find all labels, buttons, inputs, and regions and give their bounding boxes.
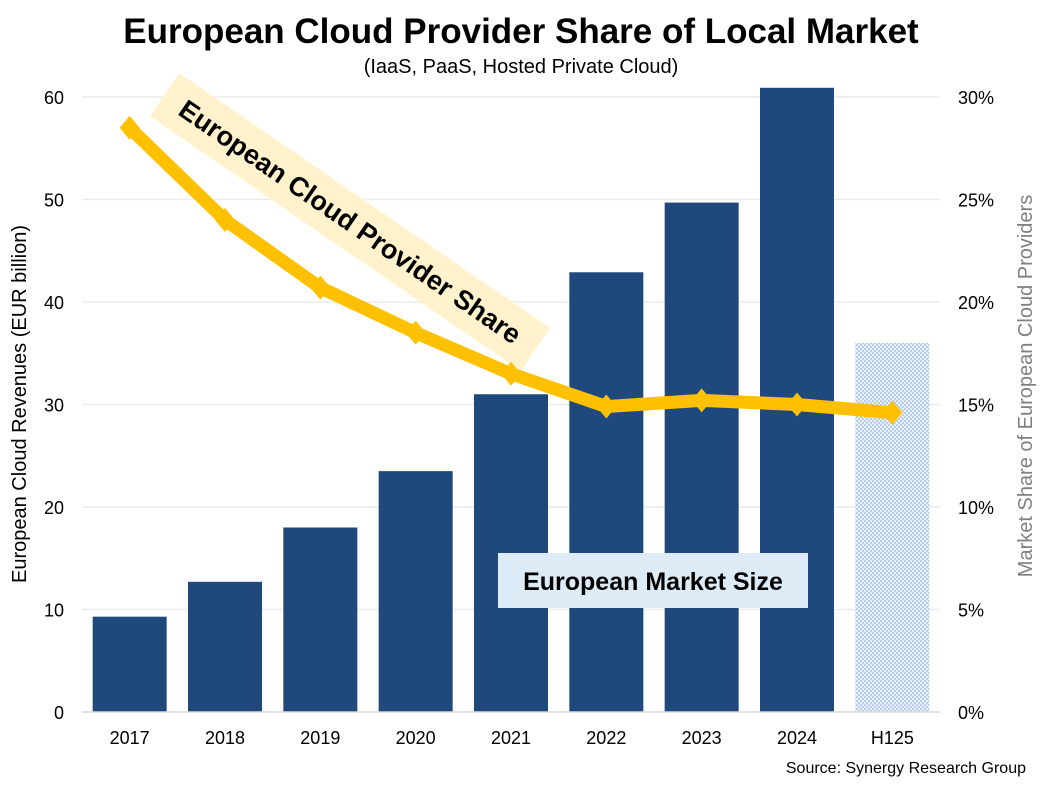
- market-size-annotation: European Market Size: [498, 553, 808, 608]
- share-marker-2018: [215, 208, 235, 232]
- y-axis-right-label: Market Share of European Cloud Providers: [1015, 195, 1037, 577]
- y-right-tick-label: 25%: [958, 191, 994, 211]
- share-marker-2022: [596, 394, 617, 419]
- x-tick-label: 2019: [300, 728, 340, 748]
- y-right-tick-label: 5%: [958, 601, 984, 621]
- y-right-tick-label: 10%: [958, 498, 994, 518]
- share-marker-2024: [787, 392, 807, 417]
- bar-H125: [855, 343, 930, 712]
- y-tick-label: 40: [44, 293, 64, 313]
- bar-2020: [378, 471, 453, 712]
- x-tick-label: 2018: [205, 728, 245, 748]
- x-tick-label: 2024: [777, 728, 817, 748]
- x-tick-label: 2021: [491, 728, 531, 748]
- x-tick-label: 2022: [586, 728, 626, 748]
- y-tick-label: 30: [44, 396, 64, 416]
- share-marker-H125: [882, 400, 903, 425]
- x-tick-label: H125: [871, 728, 914, 748]
- chart-subtitle: (IaaS, PaaS, Hosted Private Cloud): [363, 56, 679, 78]
- bar-2017: [92, 616, 167, 712]
- share-marker-2021: [501, 361, 521, 386]
- y-tick-label: 10: [44, 601, 64, 621]
- market-size-annotation-text: European Market Size: [523, 568, 783, 596]
- y-tick-label: 0: [54, 703, 64, 723]
- y-tick-label: 20: [44, 498, 64, 518]
- x-tick-label: 2023: [682, 728, 722, 748]
- bar-2018: [188, 581, 262, 712]
- y-axis-label: European Cloud Revenues (EUR billion): [9, 225, 31, 583]
- y-right-tick-label: 15%: [958, 396, 994, 416]
- y-right-tick-label: 20%: [958, 293, 994, 313]
- share-marker-2019: [310, 275, 331, 300]
- x-tick-label: 2020: [396, 728, 436, 748]
- y-tick-label: 50: [44, 191, 64, 211]
- chart-title: European Cloud Provider Share of Local M…: [123, 12, 919, 51]
- share-annotation: European Cloud Provider Share: [149, 73, 551, 371]
- y-tick-label: 60: [44, 88, 64, 108]
- y-right-tick-label: 0%: [958, 703, 984, 723]
- share-marker-2023: [691, 388, 712, 413]
- x-tick-label: 2017: [110, 728, 150, 748]
- bar-2019: [283, 527, 358, 712]
- share-marker-2017: [119, 115, 140, 140]
- y-right-tick-label: 30%: [958, 88, 994, 108]
- bar-2023: [664, 202, 739, 712]
- source-note: Source: Synergy Research Group: [785, 760, 1026, 777]
- bar-2022: [569, 272, 644, 712]
- share-marker-2020: [405, 320, 426, 345]
